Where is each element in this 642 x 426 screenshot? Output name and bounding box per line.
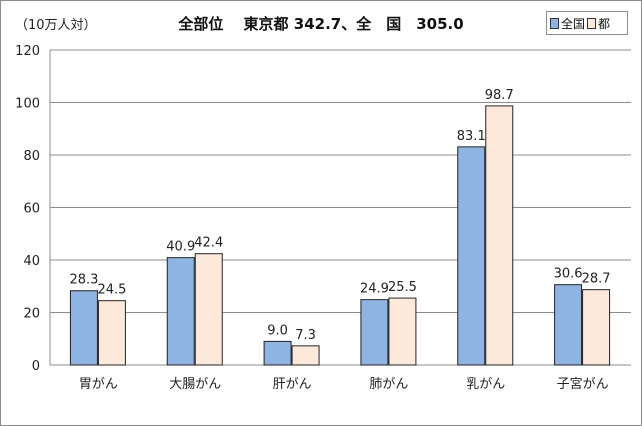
bar-national (166, 257, 195, 366)
y-tick-label: 120 (15, 44, 40, 59)
unit-label: （10万人対） (15, 18, 97, 33)
data-label: 25.5 (388, 280, 417, 295)
data-label: 24.5 (97, 283, 126, 298)
y-tick-label: 0 (32, 359, 40, 374)
bar-national (457, 146, 486, 366)
data-label: 30.6 (554, 267, 583, 282)
x-category-label: 肝がん (273, 377, 312, 392)
y-tick-label: 40 (23, 254, 40, 269)
data-label: 40.9 (166, 240, 195, 255)
data-label: 83.1 (457, 129, 486, 144)
legend-item-national: 全国 (550, 15, 585, 32)
y-tick-label: 100 (15, 97, 40, 112)
x-category-label: 肺がん (369, 377, 408, 392)
y-tick-label: 20 (23, 307, 40, 322)
x-category-label: 胃がん (79, 377, 118, 392)
data-label: 98.7 (485, 88, 514, 103)
data-label: 7.3 (295, 328, 316, 343)
legend-swatch-tokyo (587, 17, 597, 29)
x-category-label: 大腸がん (169, 377, 221, 392)
bar-tokyo (388, 297, 417, 366)
data-label: 28.3 (69, 273, 98, 288)
data-label: 28.7 (582, 272, 611, 287)
bar-national (554, 284, 583, 366)
legend-swatch-national (550, 17, 559, 29)
data-label: 9.0 (267, 323, 288, 338)
legend-label-tokyo: 都 (598, 16, 611, 31)
legend: 全国 都 (546, 11, 628, 35)
bar-national (360, 299, 389, 366)
chart-title: 全部位 東京都 342.7、全 国 305.0 (178, 15, 464, 33)
bar-tokyo (291, 345, 320, 366)
x-category-label: 子宮がん (557, 376, 609, 392)
data-label: 42.4 (194, 236, 223, 251)
y-tick-label: 60 (23, 202, 40, 217)
bar-tokyo (97, 300, 126, 366)
legend-label-national: 全国 (561, 16, 586, 31)
bar-tokyo (194, 253, 223, 366)
y-tick-label: 80 (23, 149, 40, 164)
bar-national (263, 340, 292, 366)
bar-tokyo (485, 105, 514, 366)
legend-item-tokyo: 都 (587, 15, 610, 32)
bar-national (69, 290, 98, 366)
bar-tokyo (582, 289, 611, 366)
x-category-label: 乳がん (466, 377, 505, 392)
data-label: 24.9 (360, 282, 389, 297)
